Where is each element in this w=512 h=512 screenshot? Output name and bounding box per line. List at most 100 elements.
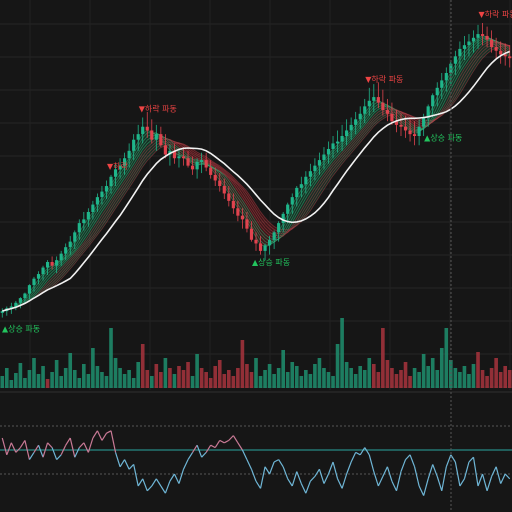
volume-bar	[304, 370, 308, 388]
candle-body	[132, 139, 136, 151]
volume-bar	[9, 380, 14, 388]
candle-body	[136, 134, 140, 140]
oscillator-line-segment	[160, 485, 166, 494]
oscillator-line-segment	[15, 447, 21, 453]
oscillator-line-segment	[214, 440, 221, 448]
candle-body	[494, 47, 498, 51]
signal-up-label: ▲상승 파동	[252, 257, 290, 267]
volume-bar	[72, 370, 77, 388]
oscillator-line-segment	[259, 466, 266, 489]
volume-bar	[272, 374, 276, 388]
signal-down-label: ▼하락 파동	[139, 103, 177, 113]
candle-body	[32, 278, 36, 286]
candle-body	[27, 285, 32, 294]
oscillator-line-segment	[78, 442, 85, 449]
oscillator-line-segment	[42, 442, 49, 458]
volume-bar	[122, 374, 127, 388]
volume-bar	[77, 378, 82, 388]
volume-bar	[240, 340, 245, 388]
volume-bar	[344, 362, 349, 388]
volume-bar	[394, 374, 399, 388]
volume-bar	[36, 374, 41, 388]
volume-bar	[294, 366, 299, 388]
candlesticks	[0, 22, 512, 318]
volume-bar	[426, 366, 430, 388]
ribbon-fill	[455, 56, 460, 101]
candle-body	[150, 130, 154, 140]
oscillator-line-segment	[92, 430, 98, 439]
volume-bar	[100, 372, 104, 388]
candle-body	[485, 35, 489, 40]
candle-body	[195, 161, 199, 170]
candle-body	[68, 241, 72, 248]
volume-bar	[82, 364, 86, 388]
oscillator-line-segment	[106, 430, 112, 434]
signal-labels: ▲상승 파동 ▼하락 ▼하락 파동 ▲상승 파동 ▼하락 파동 ▲상승 파동 ▼하락 파동	[2, 9, 512, 334]
oscillator-line-segment	[418, 485, 425, 496]
candle-body	[245, 219, 249, 229]
candle-body	[417, 126, 421, 136]
volume-bar	[390, 368, 394, 388]
signal-down-label: ▼하락	[107, 161, 129, 171]
volume-bar	[177, 366, 181, 388]
ribbon-fill	[482, 35, 488, 59]
volume-bar	[91, 348, 95, 388]
candle-body	[258, 243, 263, 251]
signal-down-label: ▼하락 파동	[365, 74, 403, 84]
oscillator-line-segment	[305, 480, 311, 494]
volume-bars	[0, 318, 512, 388]
oscillator-line-segment	[377, 476, 384, 487]
volume-bar	[50, 372, 54, 388]
signal-down-label: ▼하락 파동	[479, 9, 512, 19]
oscillator-line-segment	[405, 454, 411, 461]
oscillator-line-segment	[83, 442, 89, 453]
candle-body	[322, 154, 326, 161]
ribbon-fill	[124, 158, 130, 195]
volume-bar	[181, 370, 186, 388]
volume-bar	[367, 358, 372, 388]
oscillator-line-segment	[364, 447, 370, 456]
oscillator-line-segment	[445, 454, 452, 468]
candle-body	[141, 126, 145, 135]
grid-lines	[0, 0, 512, 393]
candle-body	[213, 174, 217, 181]
volume-bar	[41, 366, 45, 388]
candle-body	[104, 186, 109, 192]
candle-body	[431, 95, 435, 107]
oscillator-line-segment	[373, 471, 379, 487]
candle-body	[9, 306, 13, 309]
oscillator-line-segment	[346, 461, 352, 475]
volume-bar	[204, 372, 208, 388]
oscillator-line-segment	[491, 466, 497, 477]
volume-bar	[462, 366, 467, 388]
volume-bar	[340, 318, 344, 388]
oscillator-line-segment	[400, 459, 407, 472]
oscillator-line-segment	[128, 463, 135, 470]
candle-body	[471, 37, 476, 42]
candle-body	[23, 293, 27, 299]
oscillator-line-segment	[241, 449, 248, 460]
oscillator-line-segment	[10, 442, 17, 453]
candle-body	[113, 169, 118, 177]
oscillator-line-segment	[441, 466, 447, 491]
oscillator-line-segment	[359, 447, 366, 456]
oscillator-line-segment	[395, 471, 402, 491]
oscillator-line-segment	[269, 461, 275, 475]
candle-body	[231, 200, 235, 209]
ribbon-fill	[142, 130, 148, 167]
candle-body	[354, 119, 358, 125]
candle-body	[36, 274, 41, 279]
candle-body	[18, 298, 22, 303]
candle-body	[154, 134, 158, 140]
candle-body	[145, 126, 149, 131]
candle-body	[272, 232, 276, 240]
candle-body	[308, 171, 312, 177]
candle-body	[254, 239, 258, 244]
candle-body	[190, 165, 195, 170]
candle-body	[123, 158, 127, 166]
candle-body	[499, 50, 503, 55]
volume-bar	[213, 366, 218, 388]
volume-bar	[172, 374, 177, 388]
trend-line	[2, 50, 510, 312]
volume-bar	[163, 358, 168, 388]
